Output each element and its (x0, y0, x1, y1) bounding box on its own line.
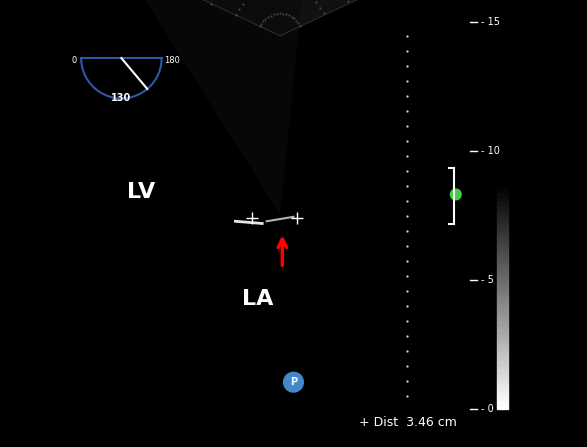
Bar (497, 360, 508, 365)
Bar (497, 290, 508, 294)
Bar (497, 374, 508, 378)
Circle shape (284, 372, 303, 392)
Bar (497, 219, 508, 223)
Text: + Dist  3.46 cm: + Dist 3.46 cm (359, 416, 457, 429)
Bar (497, 396, 508, 400)
Bar (497, 400, 508, 405)
Bar (497, 188, 508, 192)
Bar (497, 320, 508, 325)
Text: 130: 130 (112, 93, 131, 103)
Bar (497, 383, 508, 387)
Bar (497, 387, 508, 391)
Text: - 10: - 10 (481, 146, 500, 156)
Bar (497, 285, 508, 290)
Bar (497, 192, 508, 197)
Bar (497, 281, 508, 285)
Bar (497, 201, 508, 206)
Bar (497, 303, 508, 307)
Bar (497, 236, 508, 241)
Bar (497, 232, 508, 236)
Bar (497, 307, 508, 312)
Bar (497, 197, 508, 201)
Bar (497, 365, 508, 369)
Bar (497, 276, 508, 281)
Polygon shape (79, 0, 323, 215)
Bar (497, 316, 508, 320)
Bar (497, 267, 508, 272)
Bar (497, 312, 508, 316)
Bar (497, 258, 508, 263)
Bar (497, 325, 508, 329)
Bar (497, 405, 508, 409)
Bar (497, 245, 508, 250)
Bar (497, 214, 508, 219)
Text: P: P (290, 377, 297, 387)
Bar (497, 228, 508, 232)
Circle shape (450, 189, 461, 200)
Text: - 0: - 0 (481, 404, 494, 414)
Bar (497, 369, 508, 374)
Bar (497, 391, 508, 396)
Bar (497, 294, 508, 299)
Text: 180: 180 (164, 56, 180, 65)
Bar (497, 299, 508, 303)
Text: - 15: - 15 (481, 17, 500, 27)
Bar (497, 254, 508, 258)
Bar (497, 356, 508, 360)
Bar (497, 347, 508, 351)
Bar (497, 250, 508, 254)
Bar (497, 263, 508, 267)
Bar (497, 378, 508, 383)
Bar (497, 272, 508, 276)
Polygon shape (0, 0, 587, 36)
Text: 0: 0 (72, 56, 77, 65)
Bar (497, 241, 508, 245)
Bar (497, 206, 508, 210)
Bar (497, 338, 508, 342)
Bar (497, 329, 508, 334)
Bar (497, 351, 508, 356)
Text: LV: LV (127, 182, 156, 202)
Bar (497, 334, 508, 338)
Bar (497, 210, 508, 214)
Bar (497, 223, 508, 228)
Bar (497, 342, 508, 347)
Text: - 5: - 5 (481, 275, 494, 285)
Text: LA: LA (242, 290, 274, 309)
